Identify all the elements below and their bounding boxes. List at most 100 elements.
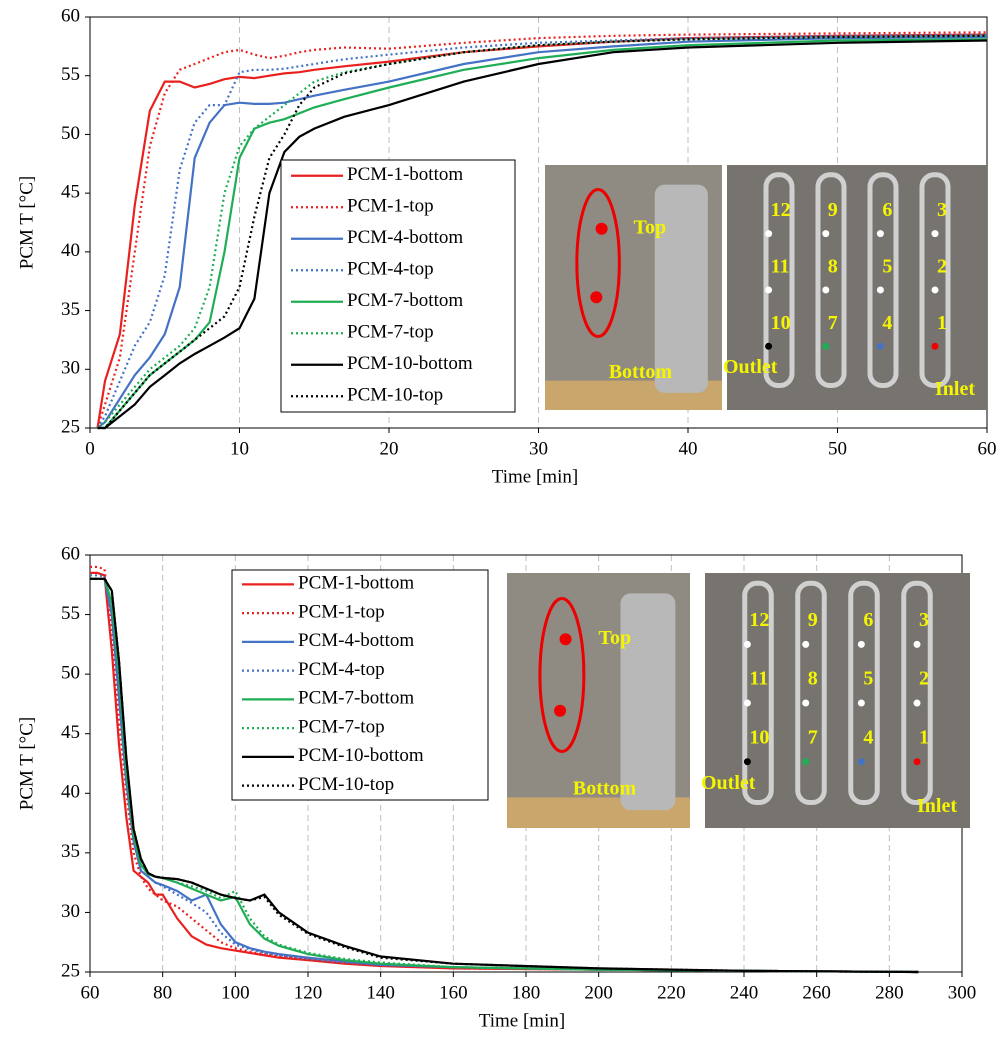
legend-label: PCM-4-top [298, 659, 385, 680]
photo-dot [876, 286, 884, 294]
photo-dot [857, 758, 865, 766]
photo-tube [919, 172, 951, 388]
legend-label: PCM-10-bottom [347, 353, 473, 374]
x-tick-label: 140 [366, 982, 395, 1003]
photo-label: 5 [863, 668, 873, 690]
photo-dot [554, 704, 567, 717]
legend-label: PCM-1-top [298, 601, 385, 622]
photo-label: Outlet [701, 772, 756, 794]
photo-label: 8 [828, 255, 838, 277]
photo-label: 12 [749, 609, 769, 631]
x-tick-label: 40 [679, 438, 698, 459]
photo-label: 11 [771, 255, 790, 277]
photo-dot [802, 758, 810, 766]
photo-label: Bottom [573, 777, 637, 799]
y-tick-label: 55 [61, 64, 80, 85]
photo-dot [765, 230, 773, 238]
legend-label: PCM-1-bottom [298, 573, 414, 594]
y-tick-label: 35 [61, 299, 80, 320]
photo-label: 7 [808, 726, 818, 748]
photo-label: 10 [749, 726, 769, 748]
x-tick-label: 60 [81, 982, 100, 1003]
photo-label: 6 [863, 609, 873, 631]
photo-tube [654, 184, 708, 393]
legend-label: PCM-7-bottom [347, 290, 463, 311]
photo-tube [815, 172, 847, 388]
photo-dot [590, 291, 603, 304]
photo-tube [742, 580, 774, 806]
series-line [96, 31, 988, 429]
photo-tube [795, 580, 827, 806]
photo-tube [867, 172, 899, 388]
series-line [97, 38, 988, 430]
photo-label: 2 [937, 255, 947, 277]
x-tick-label: 50 [828, 438, 847, 459]
series-line [90, 571, 919, 974]
x-tick-label: 80 [153, 982, 172, 1003]
photo-label: 1 [919, 726, 929, 748]
y-tick-label: 30 [61, 358, 80, 379]
photo-label: 9 [808, 609, 818, 631]
x-tick-label: 120 [294, 982, 323, 1003]
photo-label: 9 [828, 199, 838, 221]
photo-dot [822, 342, 830, 350]
photo-dot [559, 633, 572, 646]
photo-dot [857, 699, 865, 707]
photo-highlight [538, 597, 586, 753]
photo-label: Bottom [609, 361, 673, 383]
photo-label: 4 [882, 312, 892, 334]
photo-label: 1 [937, 312, 947, 334]
x-tick-label: 300 [948, 982, 977, 1003]
photo-label: 6 [882, 199, 892, 221]
photo-highlight [575, 188, 621, 338]
photo-dot [822, 230, 830, 238]
x-tick-label: 60 [978, 438, 997, 459]
y-tick-label: 60 [61, 543, 80, 564]
photo-dot [876, 230, 884, 238]
photo-dot [857, 640, 865, 648]
photo-dot [913, 640, 921, 648]
photo-dot [595, 222, 608, 235]
photo-label: Top [634, 216, 667, 238]
photo-dot [743, 758, 751, 766]
y-tick-label: 40 [61, 782, 80, 803]
y-tick-label: 50 [61, 123, 80, 144]
photo-dot [931, 286, 939, 294]
legend-label: PCM-7-top [298, 716, 385, 737]
legend-label: PCM-7-bottom [298, 688, 414, 709]
series-line [96, 33, 988, 429]
y-axis-label: PCM T [°C] [16, 176, 37, 269]
x-tick-label: 10 [230, 438, 249, 459]
x-tick-label: 160 [439, 982, 468, 1003]
photo-label: 12 [771, 199, 791, 221]
x-tick-label: 200 [584, 982, 613, 1003]
photo-dot [743, 699, 751, 707]
legend-label: PCM-10-top [347, 385, 443, 406]
y-tick-label: 40 [61, 240, 80, 261]
photo-dot [913, 758, 921, 766]
x-tick-label: 20 [380, 438, 399, 459]
photo-dot [743, 640, 751, 648]
photo-dot [931, 230, 939, 238]
y-tick-label: 45 [61, 722, 80, 743]
photo-dot [931, 342, 939, 350]
series-line [90, 574, 919, 974]
photo-tube [848, 580, 880, 806]
series-line [90, 577, 919, 974]
x-tick-label: 240 [730, 982, 759, 1003]
legend-label: PCM-4-bottom [347, 227, 463, 248]
series-line [96, 34, 988, 429]
series-line [96, 35, 988, 429]
x-tick-label: 180 [512, 982, 541, 1003]
x-tick-label: 0 [85, 438, 95, 459]
x-tick-label: 100 [221, 982, 250, 1003]
photo-tube [763, 172, 795, 388]
photo-dot [802, 699, 810, 707]
photo-label: Outlet [723, 356, 778, 378]
x-tick-label: 30 [529, 438, 548, 459]
photo-tube [620, 593, 676, 811]
photo-dot [802, 640, 810, 648]
y-tick-label: 45 [61, 182, 80, 203]
